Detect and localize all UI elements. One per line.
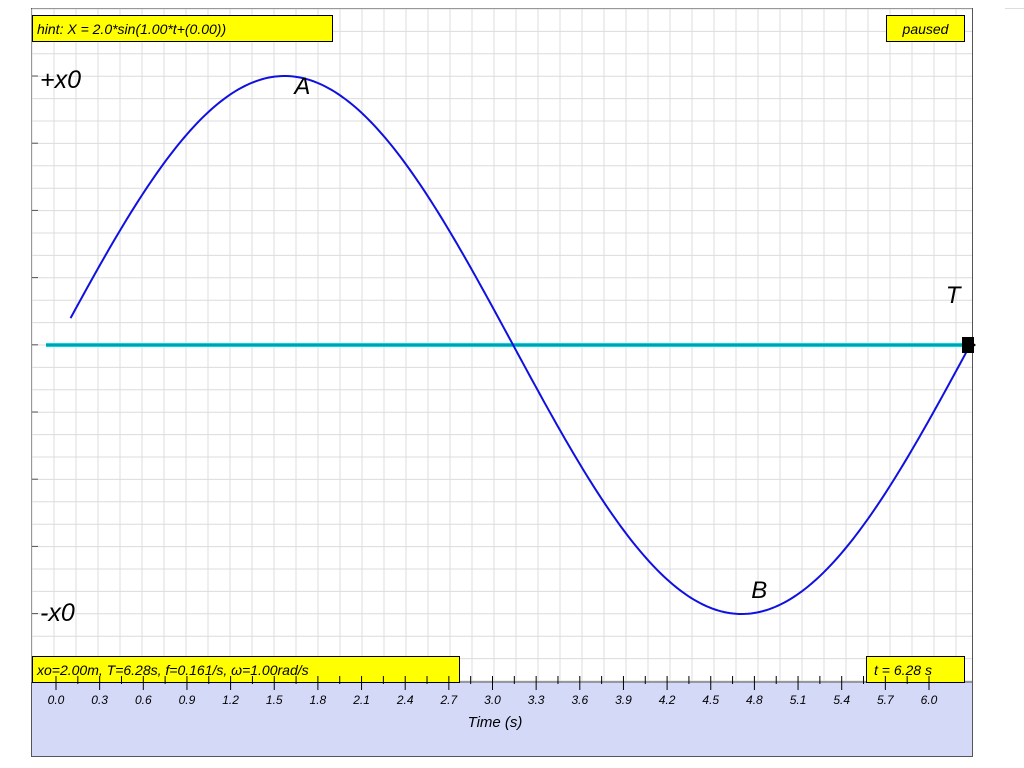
y-min-label: -x0	[40, 599, 75, 627]
x-tick-label: 3.0	[484, 693, 501, 707]
x-tick-label: 1.5	[266, 693, 283, 707]
status-text[interactable]: paused	[902, 21, 950, 37]
x-tick-label: 3.3	[528, 693, 545, 707]
y-max-label: +x0	[40, 66, 81, 94]
x-tick-label: 5.1	[790, 693, 807, 707]
params-text: xo=2.00m, T=6.28s, f=0.161/s, ω=1.00rad/…	[36, 662, 309, 678]
x-tick-label: 2.1	[352, 693, 370, 707]
x-tick-label: 0.0	[48, 693, 65, 707]
time-readout: t = 6.28 s	[874, 662, 932, 678]
annotation-a: A	[292, 73, 310, 100]
x-tick-label: 5.7	[877, 693, 895, 707]
x-axis-label: Time (s)	[468, 714, 523, 731]
x-tick-label: 1.2	[222, 693, 239, 707]
x-tick-label: 4.2	[659, 693, 676, 707]
x-tick-label: 3.9	[615, 693, 632, 707]
params-box	[32, 656, 460, 683]
hint-box	[32, 15, 333, 42]
hint-text: hint: X = 2.0*sin(1.00*t+(0.00))	[37, 21, 226, 37]
corner-tab	[1005, 0, 1024, 9]
series-line	[69, 75, 971, 616]
x-tick-label: 2.4	[396, 693, 414, 707]
x-axis-ticks: 0.0 0.3 0.6 0.9 1.2 1.5 1.8 2.1 2.4 2.7 3.0 3.3 3.6 3…	[48, 676, 938, 707]
x-tick-label: 5.4	[833, 693, 850, 707]
time-axis-panel	[32, 682, 972, 756]
time-marker-tip	[966, 337, 976, 353]
x-tick-label: 0.6	[135, 693, 152, 707]
x-tick-label: 1.8	[310, 693, 327, 707]
x-tick-label: 4.8	[746, 693, 763, 707]
x-tick-label: 4.5	[702, 693, 719, 707]
x-tick-label: 0.3	[91, 693, 108, 707]
x-tick-label: 0.9	[179, 693, 196, 707]
time-readout-box	[866, 656, 965, 683]
annotation-t: T	[946, 282, 963, 309]
annotation-b: B	[751, 577, 767, 604]
x-tick-label: 6.0	[921, 693, 938, 707]
x-tick-label: 3.6	[571, 693, 588, 707]
status-box[interactable]	[886, 15, 965, 42]
x-tick-label: 2.7	[440, 693, 459, 707]
